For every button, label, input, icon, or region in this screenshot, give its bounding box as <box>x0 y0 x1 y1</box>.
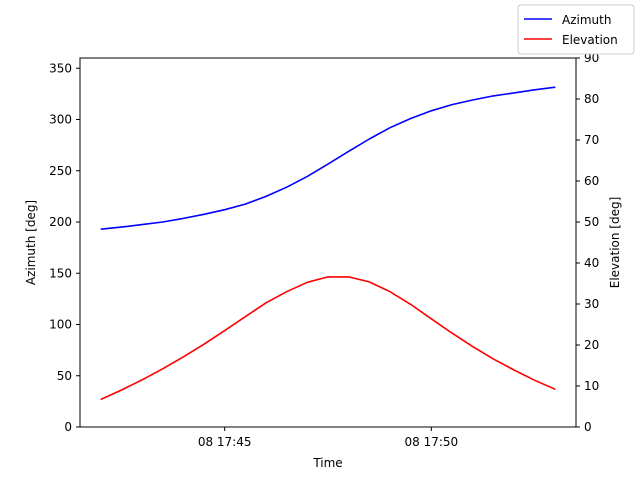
x-tick-label: 08 17:45 <box>198 435 252 449</box>
plot-area <box>80 58 576 427</box>
y-left-axis-ticks: 0 50 100 150 200 250 300 350 <box>49 61 80 434</box>
y-right-tick-label: 30 <box>584 297 599 311</box>
y-left-tick-label: 300 <box>49 113 72 127</box>
x-axis-label: Time <box>312 456 342 470</box>
series-layer <box>100 86 556 401</box>
y-left-tick-label: 250 <box>49 164 72 178</box>
legend: Azimuth Elevation <box>517 4 635 55</box>
y-right-tick-label: 60 <box>584 174 599 188</box>
plot-frame <box>79 57 577 428</box>
y-right-tick-label: 50 <box>584 215 599 229</box>
legend-label-azimuth: Azimuth <box>562 13 611 27</box>
y-right-tick-label: 0 <box>584 420 592 434</box>
y-left-tick-label: 100 <box>49 318 72 332</box>
y-right-tick-label: 10 <box>584 379 599 393</box>
y-right-tick-label: 20 <box>584 338 599 352</box>
y-right-tick-label: 70 <box>584 133 599 147</box>
y-left-tick-label: 50 <box>57 369 72 383</box>
series-line-azimuth <box>100 86 556 230</box>
y-left-tick-label: 150 <box>49 266 72 280</box>
y-left-tick-label: 200 <box>49 215 72 229</box>
legend-label-elevation: Elevation <box>562 33 618 47</box>
x-tick-label: 08 17:50 <box>404 435 458 449</box>
y-right-tick-label: 80 <box>584 92 599 106</box>
x-axis-ticks: 08 17:45 08 17:50 <box>198 427 458 449</box>
y-left-axis-label: Azimuth [deg] <box>24 200 38 285</box>
series-line-elevation <box>100 276 556 401</box>
y-left-tick-label: 0 <box>64 420 72 434</box>
y-left-tick-label: 350 <box>49 61 72 75</box>
legend-box <box>517 4 635 55</box>
y-right-axis-label: Elevation [deg] <box>608 197 622 289</box>
y-right-tick-label: 40 <box>584 256 599 270</box>
